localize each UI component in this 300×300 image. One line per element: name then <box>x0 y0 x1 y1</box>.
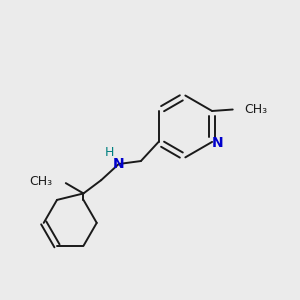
Text: CH₃: CH₃ <box>29 175 52 188</box>
Text: H: H <box>105 146 114 159</box>
Text: CH₃: CH₃ <box>244 103 267 116</box>
Text: N: N <box>113 157 124 171</box>
Text: N: N <box>212 136 223 150</box>
